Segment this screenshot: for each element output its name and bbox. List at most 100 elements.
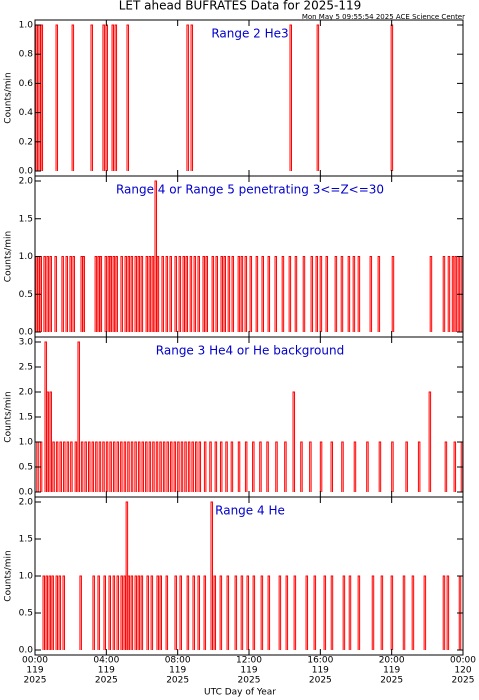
- spike: [120, 441, 123, 492]
- spike: [46, 391, 49, 492]
- spike: [104, 256, 108, 332]
- spike: [378, 441, 382, 492]
- spike: [112, 441, 116, 492]
- spike: [231, 256, 235, 332]
- y-tick-label: 2.0: [19, 498, 34, 508]
- spike: [130, 441, 134, 492]
- x-tick-label: 12:00: [236, 656, 262, 666]
- spike: [325, 256, 329, 332]
- spike: [313, 575, 317, 650]
- spike: [453, 441, 457, 492]
- spike: [156, 575, 159, 650]
- spike: [411, 575, 415, 650]
- spike: [165, 575, 169, 650]
- spike: [71, 24, 75, 171]
- spike: [202, 256, 205, 332]
- spike: [185, 256, 189, 332]
- spike: [52, 441, 55, 492]
- x-tick-year: 2025: [95, 676, 118, 686]
- panel-annotation: Range 4 He: [215, 504, 285, 518]
- spike: [148, 256, 152, 332]
- spike: [170, 441, 173, 492]
- spike: [124, 256, 128, 332]
- spike: [120, 575, 123, 650]
- spike: [267, 575, 271, 650]
- spike: [300, 441, 303, 492]
- spike: [261, 256, 264, 332]
- spike: [330, 575, 334, 650]
- spike: [288, 256, 292, 332]
- spike: [244, 441, 248, 492]
- spike: [59, 441, 62, 492]
- spike: [103, 575, 106, 650]
- spike: [193, 256, 197, 332]
- x-tick-day: 119: [26, 666, 43, 676]
- spike: [162, 441, 166, 492]
- spike: [174, 256, 177, 332]
- spike: [79, 575, 82, 650]
- spike: [112, 575, 116, 650]
- spike: [390, 575, 394, 650]
- spike: [115, 256, 118, 332]
- spike: [179, 575, 182, 650]
- spike: [42, 575, 46, 650]
- spike: [127, 575, 131, 650]
- y-tick-label: 0.5: [19, 290, 33, 300]
- spike: [275, 441, 278, 492]
- spike: [108, 575, 111, 650]
- spike: [109, 256, 113, 332]
- spike: [190, 24, 194, 171]
- spike: [341, 441, 344, 492]
- y-tick-label: 1.5: [19, 535, 33, 545]
- spike: [156, 256, 160, 332]
- spike: [285, 575, 289, 650]
- spike: [252, 441, 255, 492]
- spike: [74, 441, 78, 492]
- spike: [454, 256, 458, 332]
- y-tick-label: 0.0: [19, 167, 34, 177]
- spike: [255, 256, 259, 332]
- spike: [97, 256, 100, 332]
- y-tick-label: 0.0: [19, 488, 34, 498]
- panel-annotation: Range 3 He4 or He background: [156, 344, 344, 358]
- spike: [214, 441, 218, 492]
- spike: [451, 256, 455, 332]
- spike: [80, 441, 84, 492]
- spike: [447, 256, 451, 332]
- y-tick-label: 1.5: [19, 214, 33, 224]
- spike: [234, 575, 238, 650]
- spike: [55, 441, 59, 492]
- spike: [105, 441, 109, 492]
- spike: [209, 441, 212, 492]
- spike: [154, 180, 157, 332]
- spike: [137, 256, 141, 332]
- y-tick-label: 2.5: [19, 363, 33, 373]
- spike: [423, 575, 427, 650]
- spike: [292, 391, 296, 492]
- x-tick-day: 119: [98, 666, 115, 676]
- spike: [310, 256, 314, 332]
- spike: [213, 575, 217, 650]
- spike: [274, 256, 278, 332]
- spike: [151, 256, 155, 332]
- y-tick-label: 1.0: [19, 252, 34, 262]
- spike: [55, 24, 59, 171]
- spike: [134, 441, 137, 492]
- spike: [94, 256, 98, 332]
- spike: [55, 575, 59, 650]
- spike: [178, 256, 182, 332]
- y-axis-label: Counts/min: [4, 231, 14, 282]
- spike: [95, 441, 98, 492]
- spike: [159, 575, 162, 650]
- spike: [342, 575, 346, 650]
- spike: [177, 441, 180, 492]
- x-tick-year: 2025: [452, 676, 475, 686]
- spike: [205, 256, 209, 332]
- x-tick-day: 119: [312, 666, 329, 676]
- spike: [380, 575, 384, 650]
- spike: [319, 256, 323, 332]
- spike: [90, 24, 93, 171]
- spike: [180, 441, 184, 492]
- y-tick-label: 0.2: [19, 137, 33, 147]
- panel-annotation: Range 4 or Range 5 penetrating 3<=Z<=30: [116, 183, 384, 197]
